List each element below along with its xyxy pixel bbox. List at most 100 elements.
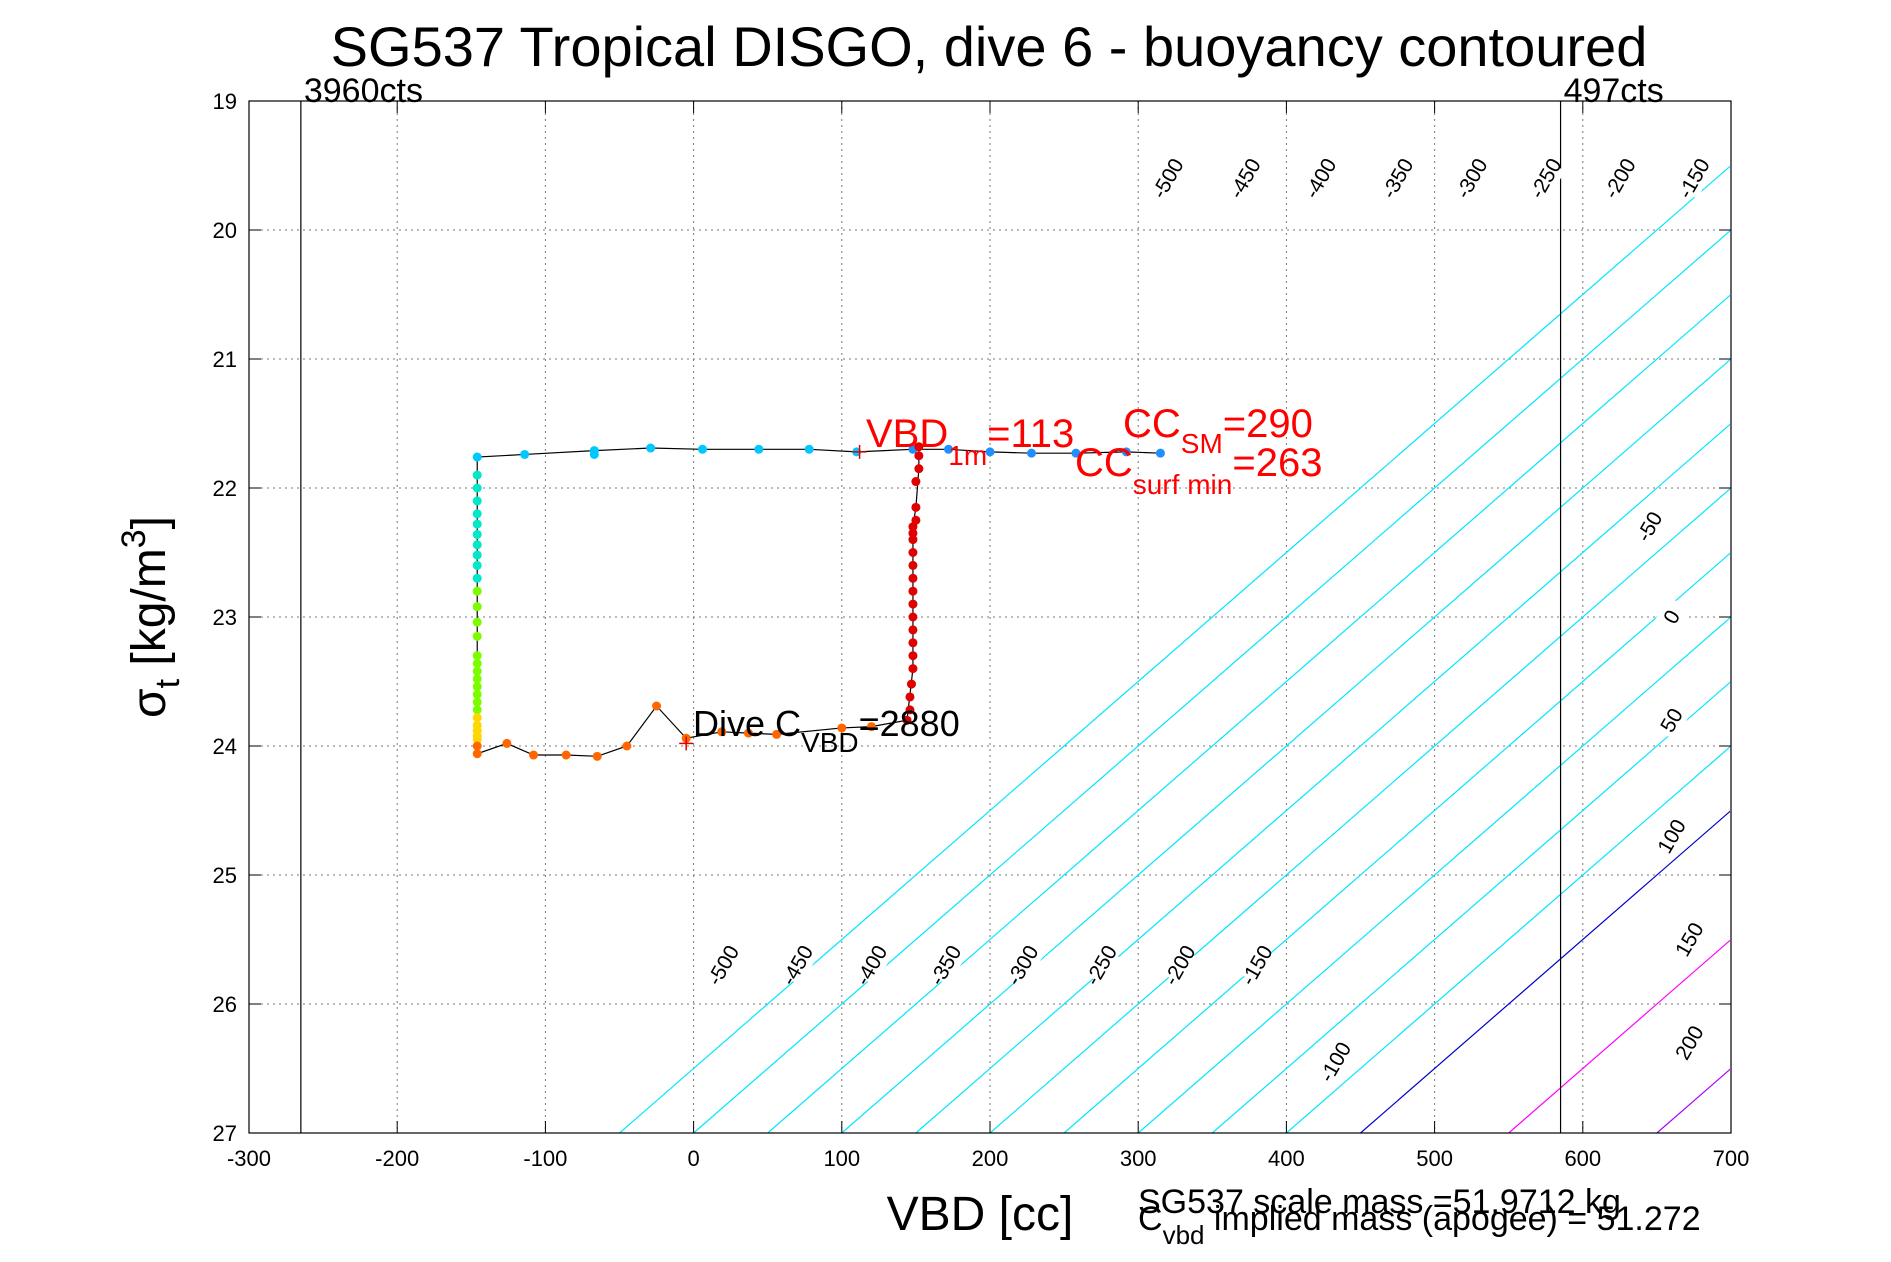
x-tick-label: 200 bbox=[972, 1146, 1009, 1171]
contour-label-bg bbox=[703, 944, 743, 986]
data-point bbox=[908, 599, 918, 609]
data-point bbox=[717, 727, 727, 737]
data-point bbox=[908, 573, 918, 583]
y-tick-label: 23 bbox=[213, 605, 237, 630]
data-point bbox=[908, 535, 918, 545]
data-point bbox=[502, 738, 512, 748]
contour-label: 100 bbox=[1653, 816, 1690, 858]
chart-title: SG537 Tropical DISGO, dive 6 - buoyancy … bbox=[331, 15, 1648, 78]
cross-marker bbox=[852, 444, 867, 459]
data-point bbox=[472, 560, 482, 570]
data-point bbox=[985, 447, 995, 457]
data-point bbox=[561, 750, 571, 760]
data-point bbox=[589, 449, 599, 459]
contour-line bbox=[619, 165, 1730, 1133]
y-tick-label: 21 bbox=[213, 347, 237, 372]
contour-label-bg bbox=[1670, 919, 1709, 960]
x-axis-label: VBD [cc] bbox=[887, 1188, 1074, 1241]
ccsurf-annotation: CCsurf min=263 bbox=[1075, 441, 1322, 500]
contour-label-bg bbox=[1452, 158, 1491, 199]
data-point bbox=[1155, 448, 1165, 458]
data-point bbox=[908, 560, 918, 570]
data-point bbox=[905, 705, 915, 715]
dive-data bbox=[472, 442, 1165, 761]
x-tick-label: 600 bbox=[1564, 1146, 1601, 1171]
data-point bbox=[697, 444, 707, 454]
vbd-limit-label: 497cts bbox=[1564, 72, 1664, 110]
data-point bbox=[866, 722, 876, 732]
data-point bbox=[944, 444, 954, 454]
data-point bbox=[908, 528, 918, 538]
data-point bbox=[908, 548, 918, 557]
contour-line bbox=[1656, 1068, 1730, 1133]
data-point bbox=[804, 444, 814, 454]
scale-mass-text: SG537 scale mass =51.9712 kg bbox=[1138, 1183, 1621, 1221]
contour-line bbox=[1360, 810, 1730, 1133]
data-point bbox=[908, 612, 918, 622]
data-point bbox=[743, 728, 753, 738]
contour-label-bg bbox=[1652, 815, 1691, 857]
contour-label-bg bbox=[1378, 158, 1417, 199]
data-point bbox=[1071, 448, 1081, 458]
cross-marker bbox=[679, 736, 694, 751]
data-point bbox=[472, 741, 482, 751]
implied-mass-text: Cvbd implied mass (apogee) = 51.272 bbox=[1138, 1200, 1701, 1250]
data-point bbox=[472, 452, 482, 462]
data-point bbox=[472, 470, 482, 480]
data-point bbox=[908, 651, 918, 661]
data-point bbox=[472, 705, 482, 715]
contour-label-bg bbox=[1670, 1022, 1709, 1064]
dive-c-annotation: Dive CVBD=2880 bbox=[693, 703, 960, 758]
y-axis-label: σt [kg/m3] bbox=[115, 516, 187, 718]
data-point bbox=[908, 638, 918, 648]
data-point bbox=[1121, 447, 1131, 457]
data-point bbox=[1026, 448, 1036, 458]
x-tick-label: -300 bbox=[227, 1146, 271, 1171]
contour-line bbox=[1211, 681, 1730, 1133]
y-tick-label: 27 bbox=[213, 1121, 237, 1146]
contour-label: 200 bbox=[1671, 1022, 1708, 1064]
data-point bbox=[754, 444, 764, 454]
contour-label-bg bbox=[1674, 158, 1714, 199]
contour-line bbox=[767, 294, 1730, 1133]
contour-label-bg bbox=[852, 944, 891, 986]
ccsm-annotation: CCSM=290 bbox=[1123, 402, 1313, 459]
data-point bbox=[472, 519, 482, 529]
y-tick-label: 25 bbox=[213, 863, 237, 888]
y-tick-label: 19 bbox=[213, 89, 237, 114]
data-point bbox=[652, 701, 662, 711]
contour-line bbox=[1286, 746, 1730, 1133]
vbd-limit-label: 3960cts bbox=[304, 72, 423, 110]
data-point bbox=[905, 692, 915, 702]
data-point bbox=[472, 483, 482, 493]
data-point bbox=[472, 631, 482, 641]
y-tick-label: 26 bbox=[213, 992, 237, 1017]
y-tick-label: 22 bbox=[213, 476, 237, 501]
data-point bbox=[472, 749, 482, 759]
contour-line bbox=[1137, 617, 1730, 1133]
data-point bbox=[914, 464, 924, 474]
data-point bbox=[622, 741, 632, 751]
data-point bbox=[911, 477, 921, 487]
data-point bbox=[472, 550, 482, 560]
dive-profile-line bbox=[476, 446, 1161, 757]
data-point bbox=[837, 723, 847, 733]
contour-label-bg bbox=[1630, 506, 1669, 548]
data-point bbox=[472, 496, 482, 506]
vbd1m-annotation: VBD1m=113 bbox=[866, 412, 1074, 471]
contour-label-bg bbox=[1316, 1041, 1355, 1083]
data-point bbox=[908, 625, 918, 635]
data-point bbox=[472, 713, 482, 723]
data-point bbox=[914, 451, 924, 461]
contour-label-bg bbox=[1526, 158, 1566, 199]
contour-label-bg bbox=[778, 944, 817, 986]
contour-label-bg bbox=[1081, 944, 1121, 986]
data-point bbox=[914, 442, 924, 452]
contour-line bbox=[1063, 552, 1730, 1133]
data-point bbox=[472, 658, 482, 668]
x-tick-label: -200 bbox=[375, 1146, 419, 1171]
data-point bbox=[902, 715, 912, 725]
data-point bbox=[472, 689, 482, 699]
data-point bbox=[472, 573, 482, 583]
data-point bbox=[911, 515, 921, 525]
